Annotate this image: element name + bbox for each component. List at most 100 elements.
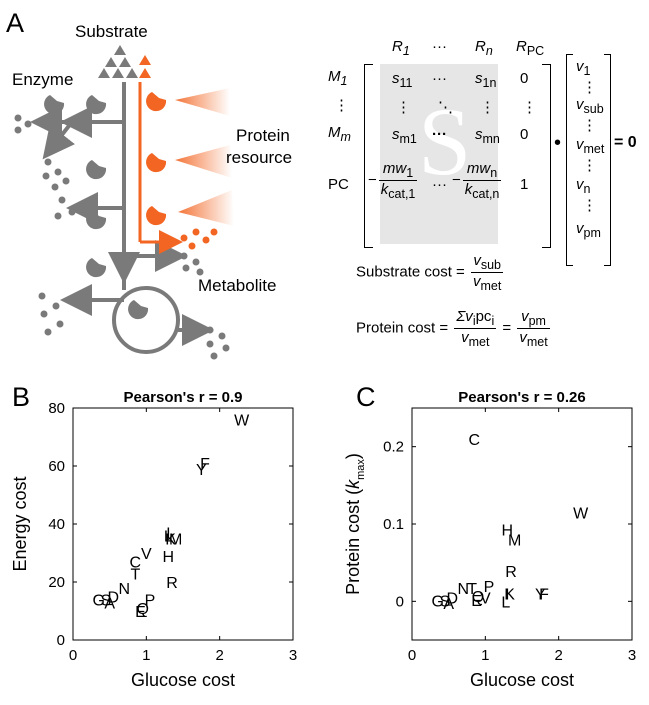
y-tick-label: 0 <box>396 593 404 610</box>
y-axis-label: Protein cost (kmax) <box>343 453 367 595</box>
vec-vmet: v <box>576 136 584 153</box>
point-label-I: I <box>505 587 509 604</box>
metabolite-label: Metabolite <box>198 276 277 295</box>
point-label-W: W <box>573 505 589 522</box>
cell-sm1: s <box>392 126 400 143</box>
point-label-W: W <box>234 413 250 430</box>
col-header-rpc: R <box>516 38 527 55</box>
protein-resource-label-2: resource <box>226 148 293 167</box>
matrix-bullet: • <box>554 132 562 154</box>
point-label-N: N <box>458 581 470 598</box>
flux-vector-left-bracket <box>566 54 573 266</box>
point-label-I: I <box>166 526 170 543</box>
flux-vector-right-bracket <box>604 54 611 266</box>
point-label-L: L <box>164 529 173 546</box>
point-label-Y: Y <box>196 462 207 479</box>
vec-vsub: v <box>576 96 584 113</box>
cell-smn: s <box>475 126 483 143</box>
matrix-left-bracket <box>364 64 373 248</box>
metabolite-dots-orange <box>180 228 218 250</box>
y-tick-label: 0 <box>57 632 65 649</box>
point-label-T: T <box>130 566 140 583</box>
vec-vdots-2: ⋮ <box>582 117 597 134</box>
point-label-D: D <box>447 590 459 607</box>
row-label-vdots: ⋮ <box>334 97 349 114</box>
col-header-rn: R <box>475 38 486 55</box>
x-axis-label: Glucose cost <box>131 670 235 690</box>
cell-dots-1: ··· <box>432 70 447 87</box>
cell-dots-3: ··· <box>432 176 447 193</box>
enzyme-icons <box>44 95 149 320</box>
x-tick-label: 0 <box>69 647 77 664</box>
point-label-L: L <box>501 594 510 611</box>
protein-flare-icons <box>175 88 234 226</box>
row-label-m1: M <box>328 68 341 85</box>
point-label-Q: Q <box>472 589 484 606</box>
substrate-triangles-icon <box>98 45 138 78</box>
point-label-K: K <box>165 532 176 549</box>
point-label-V: V <box>480 590 491 607</box>
point-label-D: D <box>108 590 120 607</box>
cell-vdots-1: ⋮ <box>396 99 411 116</box>
point-label-H: H <box>163 549 175 566</box>
x-tick-label: 2 <box>215 647 223 664</box>
point-label-S: S <box>101 592 112 609</box>
row-label-pc: PC <box>328 176 349 193</box>
matrix-right-bracket <box>542 64 551 248</box>
stoichiometric-matrix: S R1 ··· Rn RPC M1 ⋮ Mm PC s11 ··· s1n 0… <box>320 30 640 266</box>
cell-mw1: mw <box>382 160 407 177</box>
point-label-E: E <box>471 593 482 610</box>
vec-vn: v <box>576 176 584 193</box>
x-tick-label: 1 <box>142 647 150 664</box>
point-label-M: M <box>508 532 521 549</box>
y-tick-label: 80 <box>48 400 65 417</box>
point-label-V: V <box>141 546 152 563</box>
point-label-P: P <box>145 592 156 609</box>
vec-v1: v <box>576 58 584 75</box>
point-label-N: N <box>119 581 131 598</box>
cell-one: 1 <box>520 176 529 193</box>
metabolite-dots-grey <box>14 114 230 360</box>
matrix-big-s: S <box>418 88 472 195</box>
vec-vdots-4: ⋮ <box>582 197 597 214</box>
y-axis-label: Energy cost <box>10 476 30 571</box>
protein-cost-label: Protein cost = <box>356 319 449 337</box>
chart-b: Pearson's r = 0.9 0 1 2 3 0 20 40 60 80 Glucose co… <box>10 389 297 690</box>
point-label-K: K <box>504 587 515 604</box>
chart-title: Pearson's r = 0.26 <box>458 389 585 406</box>
cell-vdots-3: ⋮ <box>522 99 537 116</box>
panel-a-letter: A <box>6 8 25 38</box>
point-label-Q: Q <box>136 601 148 618</box>
point-label-G: G <box>431 594 443 611</box>
point-label-T: T <box>467 581 477 598</box>
substrate-triangles-orange-icon <box>139 55 151 78</box>
chart-title: Pearson's r = 0.9 <box>123 389 242 406</box>
point-label-R: R <box>166 575 178 592</box>
enzyme-orange-icons <box>146 92 167 226</box>
point-label-S: S <box>440 594 451 611</box>
point-label-C: C <box>469 432 481 449</box>
panel-b-letter: B <box>12 382 31 412</box>
protein-cost-equation: Protein cost = Σvipci vmet = vpm vmet <box>356 308 550 349</box>
x-axis-label: Glucose cost <box>470 670 574 690</box>
y-tick-label: 40 <box>48 516 65 533</box>
chart-c: Pearson's r = 0.26 0 1 2 3 0 0.1 0.2 Glucose cos… <box>343 389 636 690</box>
point-label-A: A <box>104 595 115 612</box>
cell-vdots-2: ⋮ <box>480 99 495 116</box>
y-tick-label: 0.1 <box>383 516 404 533</box>
protein-resource-label-1: Protein <box>236 126 290 145</box>
col-header-dots: ··· <box>432 38 447 55</box>
point-label-F: F <box>539 587 549 604</box>
cell-ddots: ⋱ <box>438 99 453 116</box>
point-label-P: P <box>484 579 495 596</box>
substrate-cost-label: Substrate cost = <box>356 263 465 281</box>
point-label-Y: Y <box>535 587 546 604</box>
equals-zero: = 0 <box>614 134 637 151</box>
point-label-M: M <box>169 532 182 549</box>
x-tick-label: 3 <box>289 647 297 664</box>
vec-vdots-3: ⋮ <box>582 157 597 174</box>
cell-kcat1: k <box>380 181 389 198</box>
x-tick-label: 2 <box>554 647 562 664</box>
enzyme-label: Enzyme <box>12 70 74 89</box>
point-label-C: C <box>130 555 142 572</box>
